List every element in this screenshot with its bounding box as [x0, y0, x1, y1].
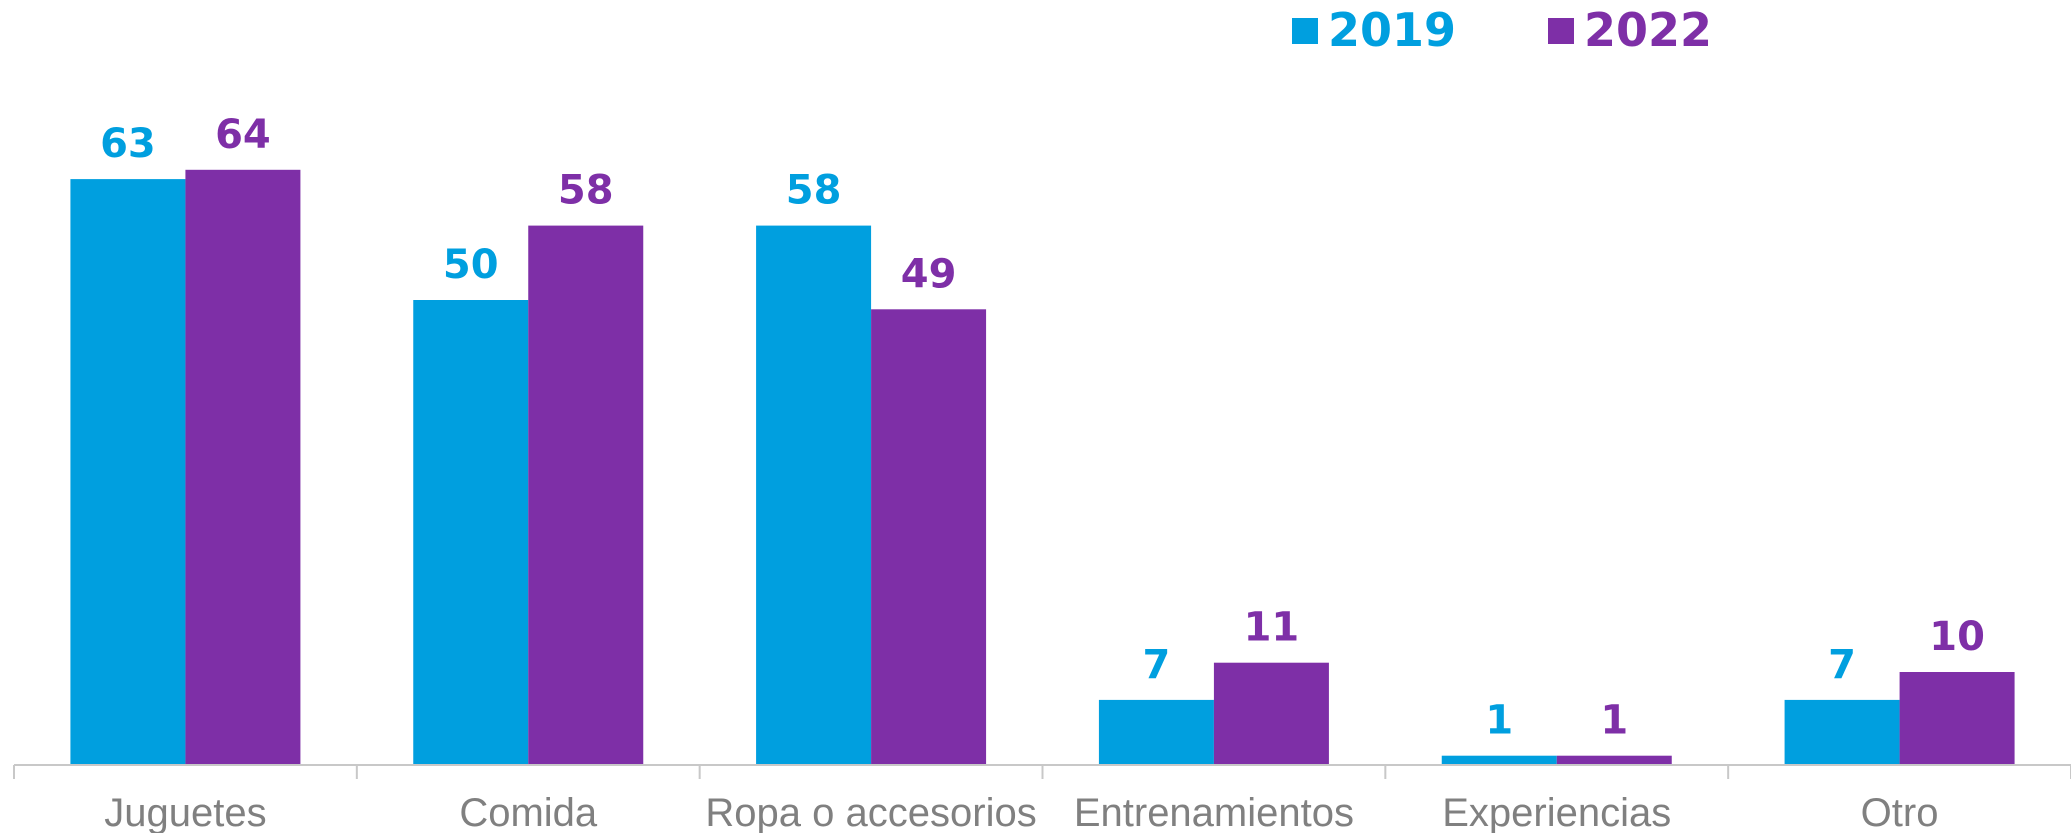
- bar-2022-otro: [1899, 672, 2015, 765]
- bar-2019-juguetes: [70, 179, 186, 766]
- data-label: 58: [558, 168, 614, 214]
- bar-2019-otro: [1784, 699, 1900, 765]
- category-labels: Juguetes Comida Ropa o accesorios Entrenami…: [104, 791, 1938, 833]
- category-label: Ropa o accesorios: [705, 791, 1036, 833]
- bar-2019-ropa-o-accesorios: [756, 225, 872, 766]
- data-label: 1: [1600, 698, 1628, 744]
- category-label: Experiencias: [1442, 791, 1671, 833]
- data-label: 49: [901, 251, 957, 297]
- bar-2019-entrenamientos: [1098, 699, 1214, 765]
- legend-swatch: [1548, 18, 1574, 44]
- category-label: Otro: [1861, 791, 1939, 833]
- data-label: 58: [786, 168, 842, 214]
- data-label: 64: [215, 112, 271, 158]
- legend-label: 2019: [1328, 3, 1456, 57]
- bar-2022-juguetes: [185, 169, 301, 766]
- bar-2022-experiencias: [1556, 755, 1672, 765]
- x-axis-ticks: [13, 765, 2071, 779]
- category-label: Juguetes: [104, 791, 266, 833]
- data-label: 50: [443, 242, 499, 288]
- legend-swatch: [1292, 18, 1318, 44]
- category-label: Comida: [459, 791, 598, 833]
- bar-2019-comida: [413, 300, 529, 765]
- legend-label: 2022: [1584, 3, 1712, 57]
- legend: 2019 2022: [1292, 3, 1712, 57]
- data-label: 10: [1929, 614, 1985, 660]
- data-label: 11: [1244, 605, 1300, 651]
- bar-2019-experiencias: [1441, 755, 1557, 765]
- data-label: 7: [1142, 642, 1170, 688]
- data-label: 63: [100, 121, 156, 167]
- data-label: 1: [1485, 698, 1513, 744]
- bar-2022-comida: [528, 225, 644, 766]
- category-label: Entrenamientos: [1074, 791, 1354, 833]
- bars: [70, 169, 2015, 766]
- bar-2022-ropa-o-accesorios: [871, 309, 987, 765]
- bar-2022-entrenamientos: [1213, 662, 1329, 765]
- data-label: 7: [1828, 642, 1856, 688]
